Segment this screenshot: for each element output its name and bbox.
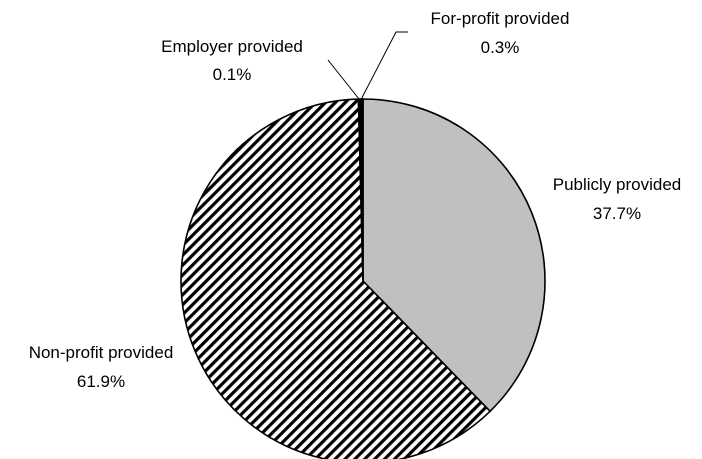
pie-slice-non-profit-provided bbox=[180, 98, 491, 459]
slice-label-publicly-provided: Publicly provided bbox=[553, 175, 682, 194]
slice-label-non-profit-provided: Non-profit provided bbox=[29, 343, 174, 362]
pie-slices bbox=[180, 98, 546, 459]
slice-value-for-profit-provided: 0.3% bbox=[481, 38, 520, 57]
leader-lines bbox=[327, 31, 408, 100]
pie-slice-publicly-provided bbox=[362, 98, 546, 413]
slice-value-publicly-provided: 37.7% bbox=[593, 204, 641, 223]
slice-value-non-profit-provided: 61.9% bbox=[77, 372, 125, 391]
slice-label-for-profit-provided: For-profit provided bbox=[431, 9, 570, 28]
pie-slice-for-profit-provided bbox=[358, 98, 364, 282]
leader-line-employer-provided bbox=[327, 59, 360, 100]
slice-label-employer-provided: Employer provided bbox=[161, 37, 303, 56]
slice-value-employer-provided: 0.1% bbox=[213, 65, 252, 84]
leader-line-for-profit-provided bbox=[360, 31, 408, 100]
